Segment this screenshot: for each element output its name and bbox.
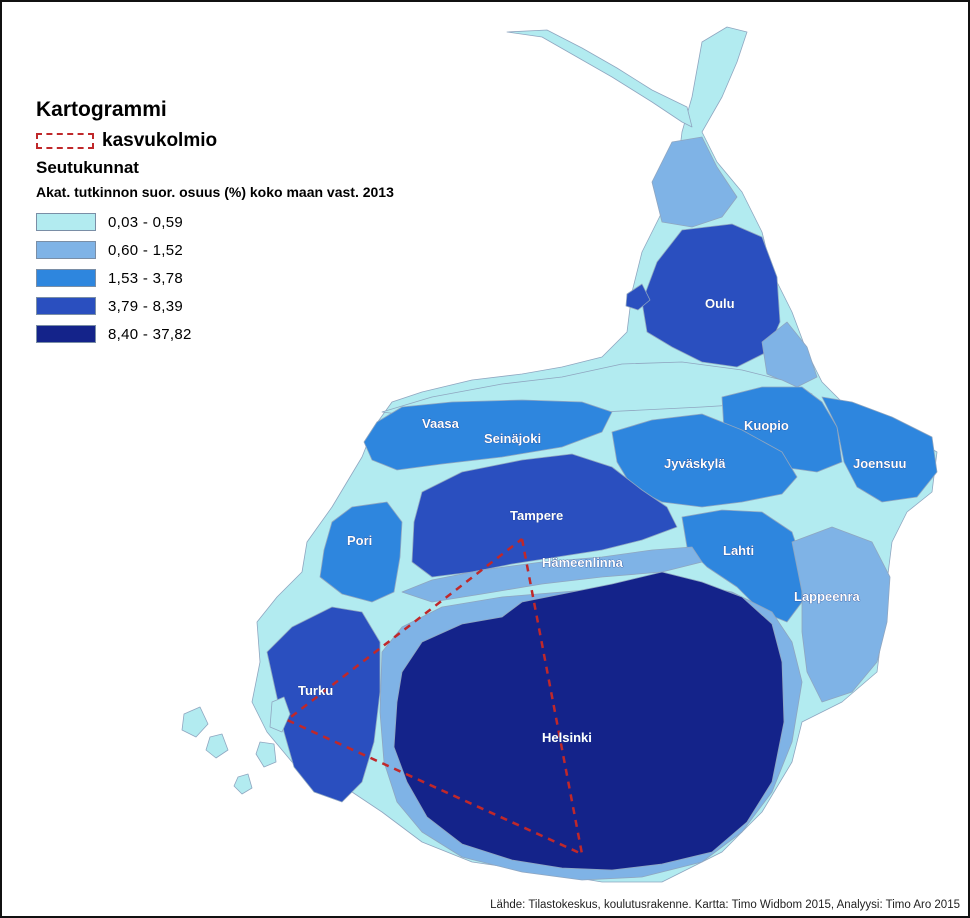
region-hameenlinna (401, 546, 703, 603)
label-helsinki: Helsinki (542, 730, 592, 745)
label-lahti: Lahti (723, 543, 754, 558)
label-lappeenranta: Lappeenra (794, 589, 861, 604)
region-north-arm (506, 29, 693, 128)
legend-class-label: 8,40 - 37,82 (108, 325, 192, 343)
label-oulu: Oulu (705, 296, 735, 311)
legend-class-row: 8,40 - 37,82 (36, 320, 394, 348)
label-kuopio: Kuopio (744, 418, 789, 433)
region-turku (266, 606, 381, 803)
region-oulu (641, 223, 781, 368)
label-joensuu: Joensuu (853, 456, 907, 471)
legend-triangle-label: kasvukolmio (102, 130, 218, 151)
legend-title: Kartogrammi (36, 98, 167, 121)
island-5 (233, 773, 253, 795)
legend-swatch (36, 269, 96, 287)
legend-swatch (36, 297, 96, 315)
legend-swatch (36, 241, 96, 259)
map-legend: Kartogrammi kasvukolmio Seutukunnat Akat… (36, 98, 394, 348)
legend-triangle-row: kasvukolmio (36, 130, 394, 152)
region-vaasa (363, 399, 613, 471)
growth-triangle (284, 538, 584, 857)
label-jyvaskyla: Jyväskylä (664, 456, 726, 471)
region-tampere (411, 453, 678, 578)
island-4 (205, 733, 229, 759)
label-turku: Turku (298, 683, 333, 698)
label-tampere: Tampere (510, 508, 563, 523)
legend-layer-title: Seutukunnat (36, 158, 139, 177)
legend-attribute-title: Akat. tutkinnon suor. osuus (%) koko maa… (36, 184, 394, 200)
legend-class-row: 0,03 - 0,59 (36, 208, 394, 236)
island-3 (181, 706, 209, 738)
legend-class-label: 0,60 - 1,52 (108, 241, 184, 259)
legend-class-row: 1,53 - 3,78 (36, 264, 394, 292)
label-seinajoki: Seinäjoki (484, 431, 541, 446)
region-pori (319, 501, 403, 603)
region-oulu-island (625, 283, 651, 311)
legend-class-label: 0,03 - 0,59 (108, 213, 184, 231)
legend-class-label: 3,79 - 8,39 (108, 297, 184, 315)
region-helsinki (393, 571, 785, 871)
legend-class-row: 0,60 - 1,52 (36, 236, 394, 264)
source-credit: Lähde: Tilastokeskus, koulutusrakenne. K… (490, 899, 960, 911)
region-lahti (681, 509, 803, 623)
region-lappeenranta (791, 526, 891, 703)
legend-class-row: 3,79 - 8,39 (36, 292, 394, 320)
region-joensuu (821, 396, 938, 503)
island-2 (255, 741, 277, 768)
legend-class-label: 1,53 - 3,78 (108, 269, 184, 287)
legend-swatch (36, 325, 96, 343)
dashed-outline-swatch (36, 133, 94, 149)
region-lapland-mid (651, 136, 738, 228)
label-pori: Pori (347, 533, 372, 548)
island-1 (269, 696, 291, 733)
region-kajaani (761, 321, 818, 388)
legend-swatch (36, 213, 96, 231)
label-vaasa: Vaasa (422, 416, 460, 431)
label-hameenlinna: Hämeenlinna (542, 555, 624, 570)
